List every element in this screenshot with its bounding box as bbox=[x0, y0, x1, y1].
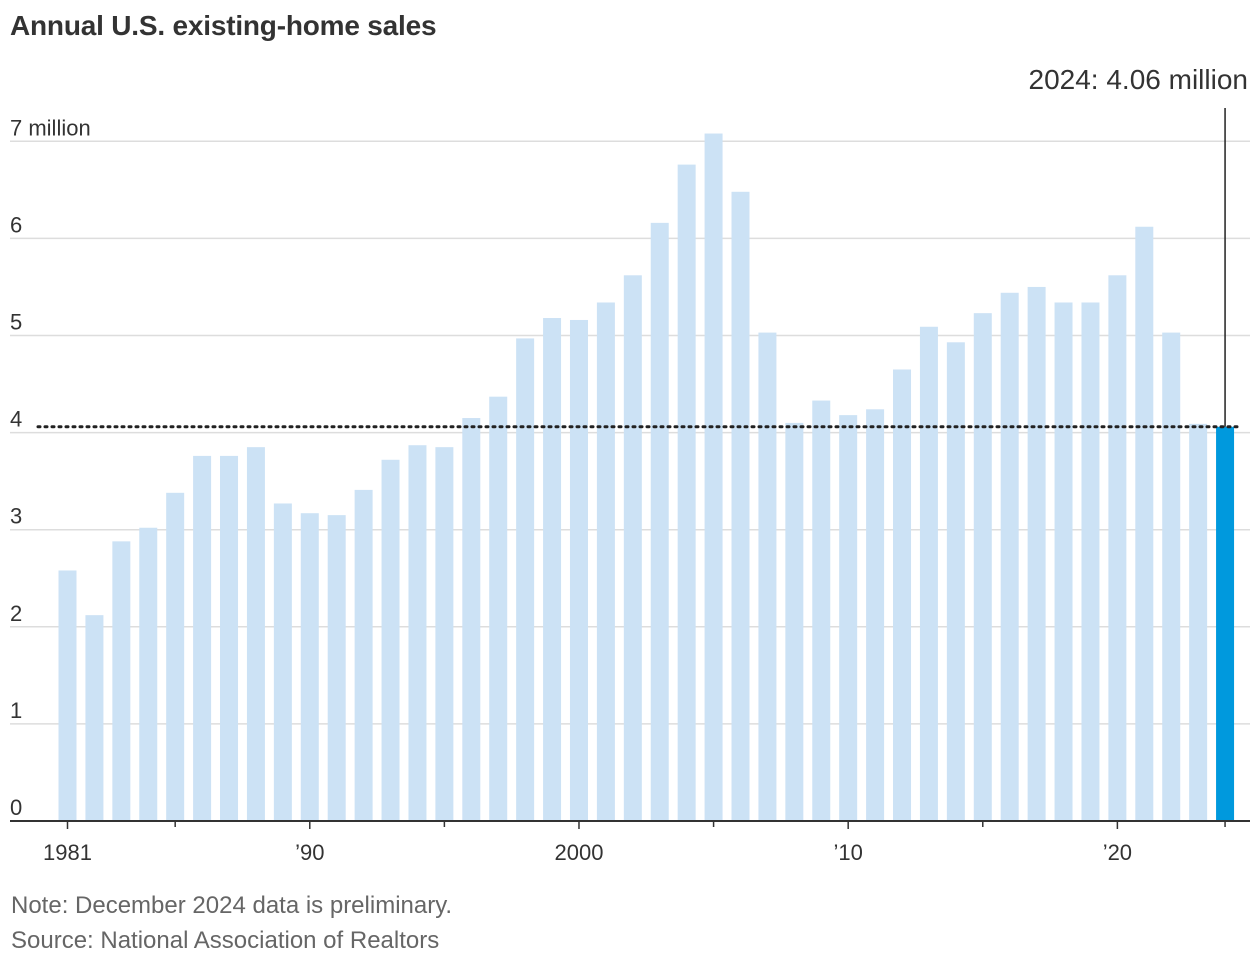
bar-1998 bbox=[516, 338, 535, 821]
bar-2006 bbox=[731, 191, 750, 822]
chart-note: Note: December 2024 data is preliminary. bbox=[11, 892, 453, 919]
bar-1990 bbox=[300, 513, 319, 821]
y-tick-label: 1 bbox=[10, 698, 22, 723]
bar-2022 bbox=[1162, 332, 1181, 821]
bar-1997 bbox=[489, 396, 508, 821]
bar-2005 bbox=[704, 133, 723, 822]
y-tick-label: 0 bbox=[10, 795, 22, 820]
axes bbox=[10, 820, 1250, 829]
x-tick-label: ’90 bbox=[295, 840, 324, 865]
bar-2008 bbox=[785, 422, 804, 821]
bar-1994 bbox=[408, 445, 427, 821]
highlight-annotation: 2024: 4.06 million bbox=[1029, 64, 1248, 95]
x-tick-label: 2000 bbox=[555, 840, 604, 865]
bar-2021 bbox=[1135, 226, 1154, 822]
y-tick-label: 6 bbox=[10, 212, 22, 237]
bar-2023 bbox=[1189, 423, 1208, 821]
bar-1995 bbox=[435, 447, 454, 821]
labels: 0 1 2 3 4 5 6 7 million 2024: 4.06 million 1981 ’9… bbox=[10, 64, 1248, 865]
bar-2010 bbox=[839, 415, 858, 821]
x-tick-label: 1981 bbox=[43, 840, 92, 865]
bar-1984 bbox=[139, 527, 158, 821]
bar-1991 bbox=[327, 515, 346, 821]
bar-2003 bbox=[650, 222, 669, 821]
reference-line-group bbox=[36, 108, 1240, 429]
bar-2011 bbox=[866, 409, 885, 821]
bar-1992 bbox=[354, 489, 373, 821]
bar-2019 bbox=[1081, 302, 1100, 822]
bar-1983 bbox=[112, 541, 131, 821]
bar-2018 bbox=[1054, 302, 1073, 822]
bar-2016 bbox=[1000, 292, 1019, 821]
bar-2009 bbox=[812, 400, 831, 821]
bar-2013 bbox=[919, 326, 938, 821]
bar-2007 bbox=[758, 332, 777, 821]
bar-1988 bbox=[246, 447, 265, 821]
bar-1999 bbox=[543, 318, 562, 821]
bar-2020 bbox=[1108, 275, 1127, 822]
bar-1986 bbox=[193, 455, 212, 821]
bar-1989 bbox=[273, 503, 292, 821]
x-tick-label: ’10 bbox=[834, 840, 863, 865]
x-tick-label: ’20 bbox=[1103, 840, 1132, 865]
bar-1996 bbox=[462, 418, 481, 821]
bar-2001 bbox=[596, 302, 615, 822]
chart-title: Annual U.S. existing-home sales bbox=[10, 10, 437, 41]
bar-1982 bbox=[85, 615, 104, 821]
highlight-bar-2024 bbox=[1216, 426, 1235, 821]
y-tick-label: 4 bbox=[10, 407, 22, 432]
bar-2017 bbox=[1027, 286, 1046, 821]
bar-2012 bbox=[893, 369, 912, 821]
bars bbox=[58, 133, 1235, 822]
chart-source: Source: National Association of Realtors bbox=[11, 927, 440, 954]
y-tick-label: 7 million bbox=[10, 115, 91, 140]
bar-2015 bbox=[973, 313, 992, 821]
bar-1987 bbox=[220, 455, 239, 821]
bar-1985 bbox=[166, 492, 185, 821]
bar-1981 bbox=[58, 570, 77, 821]
bar-1993 bbox=[381, 459, 400, 821]
y-tick-label: 3 bbox=[10, 504, 22, 529]
y-tick-label: 2 bbox=[10, 601, 22, 626]
bar-2014 bbox=[946, 342, 965, 821]
bar-2004 bbox=[677, 164, 696, 821]
bar-2002 bbox=[623, 275, 642, 822]
y-tick-label: 5 bbox=[10, 310, 22, 335]
bar-2000 bbox=[569, 319, 588, 821]
bar-chart: 0 1 2 3 4 5 6 7 million 2024: 4.06 million 1981 ’9… bbox=[10, 64, 1250, 865]
